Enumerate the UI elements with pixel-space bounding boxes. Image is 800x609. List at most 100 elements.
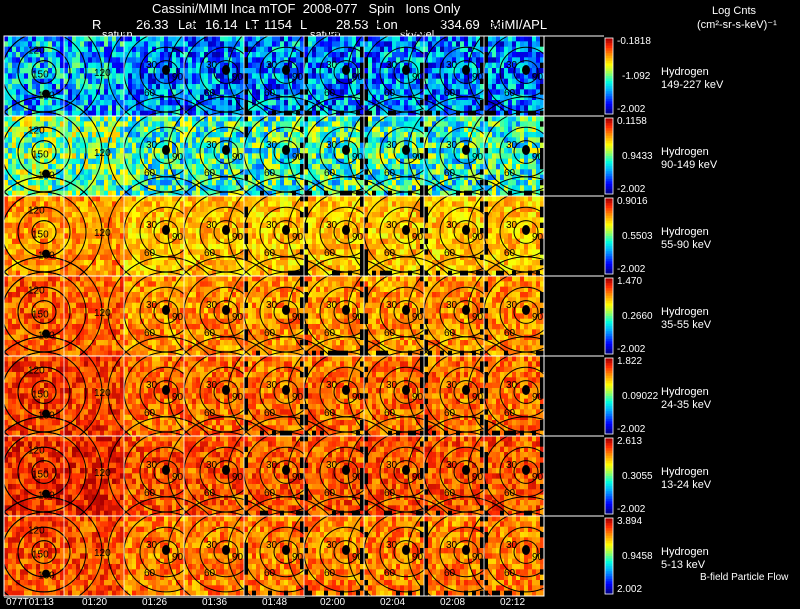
colorbar-min: 2.002 [617,584,643,595]
row-species: Hydrogen [661,386,709,399]
contour-label: 60 [144,328,156,339]
contour-label: 30 [506,460,518,471]
contour-label: 30 [506,60,518,71]
contour-label: 60 [204,488,216,499]
colorbar-max: -0.1818 [617,36,651,47]
contour-label: 90 [412,392,424,403]
contour-label: 90 [352,72,364,83]
row-energy: 5-13 keV [661,559,706,572]
contour-label: 90 [232,392,244,403]
panel-r2-c8 [467,176,585,288]
contour-label: 60 [504,88,516,99]
contour-label: 60 [504,488,516,499]
colorbar-min: -2.002 [617,104,646,115]
contour-label: 30 [386,60,398,71]
contour-label: 180 [38,330,55,341]
contour-label: 120 [28,366,45,377]
contour-label: 30 [506,380,518,391]
panel-r3-c1 [0,256,125,368]
contour-label: 30 [266,60,278,71]
colorbar-mid: 0.5503 [622,231,653,243]
colorbar-max: 2.613 [617,436,643,447]
colorbar-min: -2.002 [617,184,646,195]
colorbar-min: -2.002 [617,504,646,515]
contour-label: 30 [266,300,278,311]
contour-label: 90 [292,232,304,243]
panel-r5-c6 [347,416,465,528]
contour-label: 30 [206,220,218,231]
contour-label: 30 [326,540,338,551]
panel-r2-c4 [227,176,345,288]
contour-label: 90 [472,152,484,163]
contour-label: 60 [444,168,456,179]
contour-label: 150 [32,70,49,81]
contour-label: 30 [206,540,218,551]
row-species: Hydrogen [661,226,709,239]
contour-label: 150 [32,470,49,481]
colorbar-mid: -1.092 [622,71,651,83]
contour-label: 30 [386,140,398,151]
contour-label: 30 [326,60,338,71]
contour-label: 30 [146,60,158,71]
colorbar-max: 0.1158 [617,116,647,127]
contour-label: 30 [446,460,458,471]
colorbar-5 [604,437,614,515]
panel-r2-c3 [167,176,285,288]
contour-label: 90 [232,232,244,243]
panel-r3-c4 [227,256,345,368]
contour-label: 90 [412,72,424,83]
units-title: Log Cnts [712,5,757,17]
contour-label: 90 [472,392,484,403]
colorbar-mid: 0.9458 [622,551,653,563]
contour-label: 120 [28,286,45,297]
contour-label: 60 [264,168,276,179]
contour-label: 60 [144,88,156,99]
panel-r6-c5 [287,496,405,608]
contour-label: 90 [412,312,424,323]
panel-r6-c0 [0,496,103,608]
colorbar-max: 1.822 [617,356,643,367]
contour-label: 30 [386,460,398,471]
panel-r6-c6 [347,496,465,608]
contour-label: 90 [232,312,244,323]
contour-label: 90 [532,392,544,403]
contour-label: 30 [206,460,218,471]
lt-value: 1154 [264,17,292,32]
contour-label: 60 [324,488,336,499]
contour-label: 120 [94,388,111,399]
panel-r4-c8 [467,336,585,448]
contour-label: 90 [172,312,184,323]
lat-label: Lat [178,17,197,32]
colorbar-3 [604,277,614,355]
contour-label: 120 [94,468,111,479]
contour-label: 30 [386,300,398,311]
contour-label: 90 [532,72,544,83]
x-tick-label: 02:00 [320,597,346,608]
panel-r1-c4 [227,96,345,208]
contour-label: 180 [38,250,55,261]
contour-label: 60 [144,488,156,499]
contour-label: 90 [412,472,424,483]
contour-label: 30 [446,60,458,71]
contour-label: 150 [32,550,49,561]
row-species: Hydrogen [661,66,709,79]
contour-label: 30 [146,140,158,151]
row-energy: 149-227 keV [661,79,724,92]
contour-label: 90 [292,72,304,83]
panel-r3-c2 [107,256,225,368]
contour-label: 30 [146,540,158,551]
colorbar-min: -2.002 [617,424,646,435]
contour-label: 60 [204,408,216,419]
contour-label: 90 [352,312,364,323]
contour-label: 120 [94,308,111,319]
panel-r0-c4 [227,16,345,128]
contour-label: 60 [444,88,456,99]
panel-r0-c8 [467,16,585,128]
footer-label: B-field Particle Flow [700,572,789,583]
x-tick-label: 01:48 [262,597,288,608]
contour-label: 30 [506,300,518,311]
contour-label: 30 [146,460,158,471]
contour-label: 150 [32,230,49,241]
contour-label: 90 [472,72,484,83]
contour-label: 30 [386,220,398,231]
